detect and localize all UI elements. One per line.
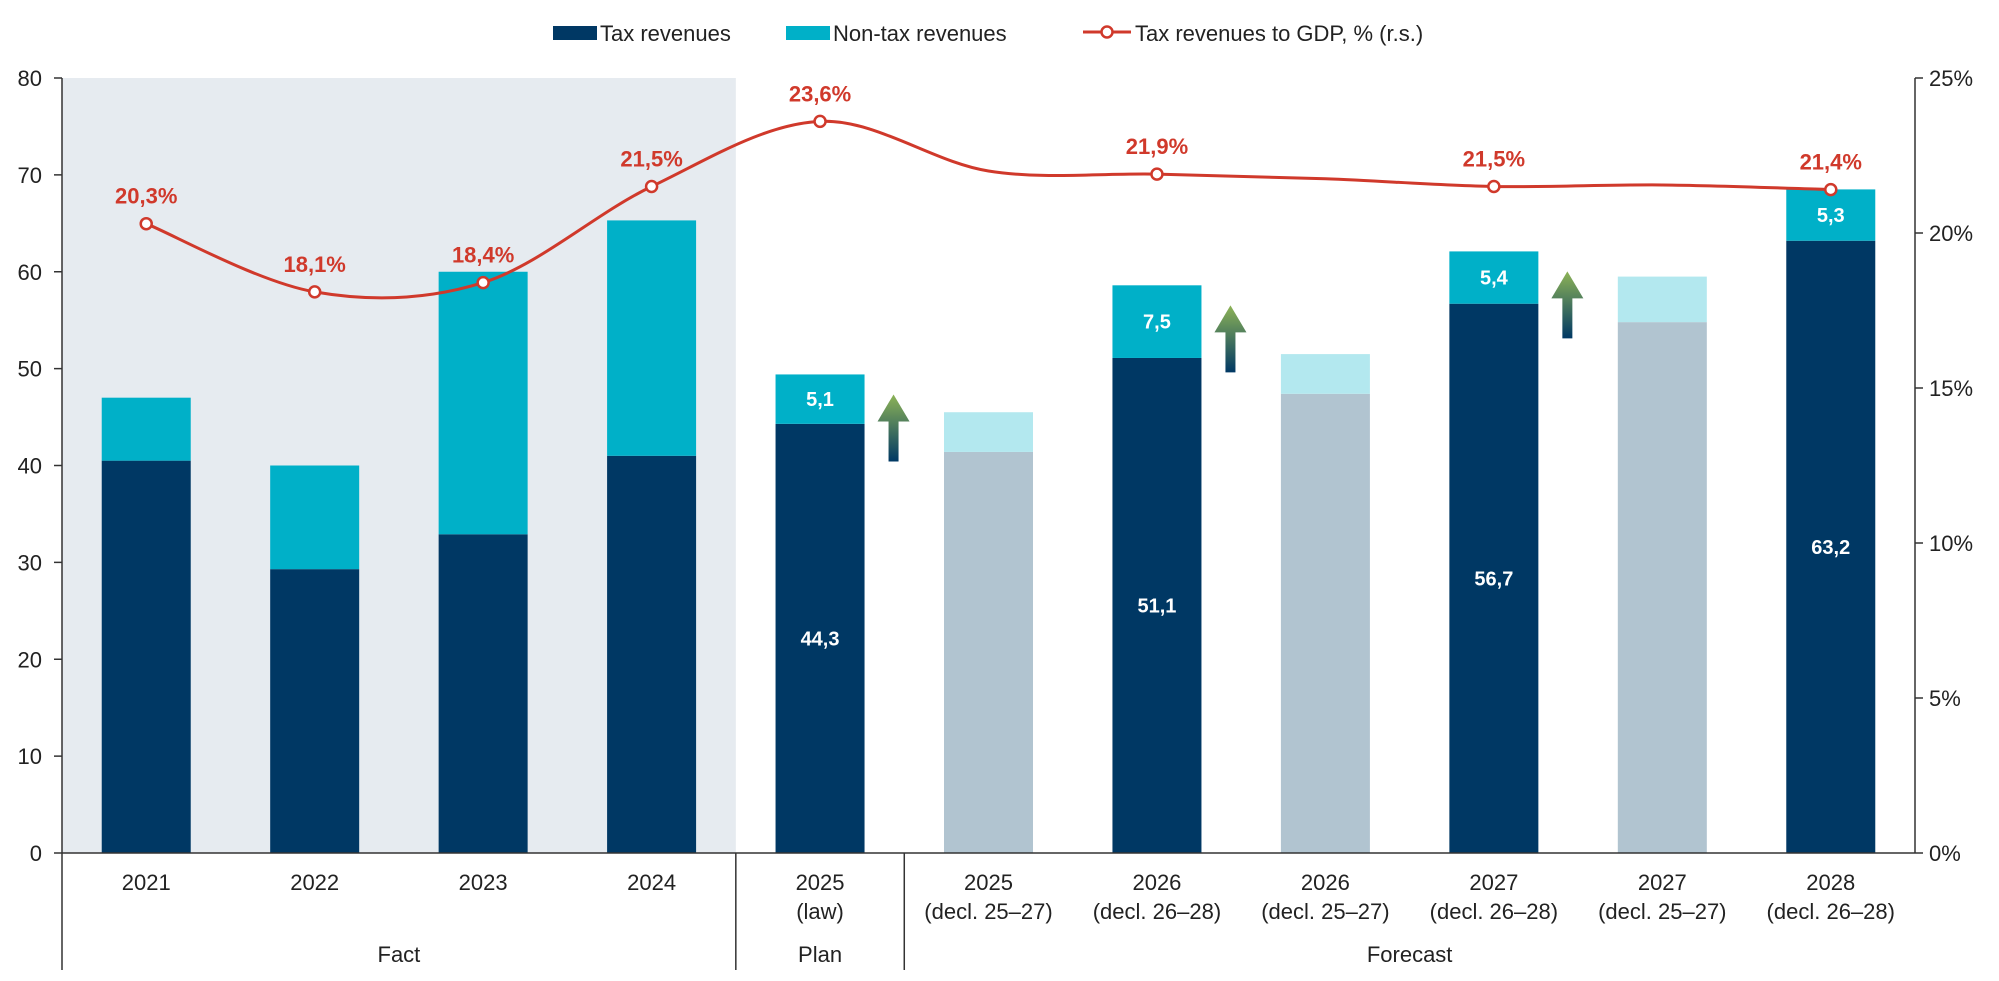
bar-nontax-4 [775, 374, 865, 424]
ratio-line [139, 114, 1838, 300]
ratio-label-4: 23,6% [789, 81, 851, 106]
category-label-sub: (decl. 26–28) [1767, 899, 1895, 924]
bar-tax-8 [1449, 303, 1539, 853]
up-arrow-icon [1214, 305, 1247, 373]
bar-label-nontax-6: 7,5 [1143, 312, 1171, 334]
ratio-point-8 [1487, 179, 1501, 194]
left-tick-label: 10 [18, 744, 42, 769]
left-tick-label: 30 [18, 550, 42, 575]
axes: 0 10 20 30 40 50 60 70 80 0% 5% 10% 15% 20% 25% 2021 202… [18, 66, 1973, 970]
bar-tax-9 [1617, 322, 1707, 853]
ratio-point-1 [307, 285, 322, 299]
bar-tax-0 [101, 460, 191, 853]
bar-tax-1 [270, 569, 360, 853]
ratio-label-3: 21,5% [620, 147, 682, 172]
left-tick-label: 50 [18, 357, 42, 382]
bar-tax-3 [607, 455, 697, 853]
up-arrow-icon [877, 394, 910, 462]
category-label-year: 2027 [1469, 870, 1518, 895]
category-label-sub: (decl. 25–27) [924, 899, 1052, 924]
ratio-label-2: 18,4% [452, 243, 514, 268]
right-tick-label: 15% [1929, 376, 1973, 401]
left-tick-label: 40 [18, 454, 42, 479]
bar-nontax-0 [101, 397, 191, 461]
bar-label-tax-6: 51,1 [1137, 595, 1176, 617]
bar-nontax-2 [438, 271, 528, 535]
bar-label-nontax-8: 5,4 [1480, 268, 1509, 290]
ratio-point-10 [1824, 182, 1838, 197]
ratio-line-path [145, 119, 1831, 300]
category-label-year: 2025 [964, 870, 1013, 895]
right-tick-label: 0% [1929, 841, 1961, 866]
bar-tax-6 [1112, 357, 1202, 853]
legend-label-2: Tax revenues to GDP, % (r.s.) [1135, 21, 1423, 46]
category-label-sub: (law) [796, 899, 844, 924]
bar-tax-7 [1280, 393, 1370, 853]
category-label-sub: (decl. 26–28) [1093, 899, 1221, 924]
bar-tax-4 [775, 423, 865, 853]
right-tick-label: 25% [1929, 66, 1973, 91]
category-label-year: 2023 [459, 870, 508, 895]
ratio-label-0: 20,3% [115, 184, 177, 209]
bar-nontax-7 [1280, 354, 1370, 394]
category-label-year: 2025 [796, 870, 845, 895]
group-label-plan: Plan [798, 942, 842, 967]
bar-label-nontax-10: 5,3 [1817, 205, 1845, 227]
legend-swatch-0 [553, 26, 597, 40]
bar-nontax-1 [270, 465, 360, 570]
group-label-fact: Fact [378, 942, 421, 967]
right-tick-label: 5% [1929, 686, 1961, 711]
category-label-sub: (decl. 25–27) [1261, 899, 1389, 924]
category-label-year: 2021 [122, 870, 171, 895]
left-tick-label: 80 [18, 66, 42, 91]
ratio-point-2 [476, 275, 490, 290]
ratio-point-6 [1150, 167, 1164, 181]
bar-label-tax-10: 63,2 [1811, 537, 1850, 559]
bar-label-tax-4: 44,3 [801, 628, 840, 650]
bar-label-tax-8: 56,7 [1474, 568, 1513, 590]
ratio-point-3 [644, 179, 659, 194]
bar-label-nontax-4: 5,1 [806, 389, 834, 411]
left-tick-label: 20 [18, 647, 42, 672]
legend-line-marker [1100, 25, 1114, 39]
category-label-year: 2026 [1132, 870, 1181, 895]
bar-nontax-6 [1112, 285, 1202, 358]
category-label-year: 2022 [290, 870, 339, 895]
left-tick-label: 60 [18, 260, 42, 285]
ratio-label-10: 21,4% [1800, 150, 1862, 175]
category-label-year: 2027 [1638, 870, 1687, 895]
legend-label-1: Non-tax revenues [833, 21, 1007, 46]
ratio-label-8: 21,5% [1463, 147, 1525, 172]
ratio-point-0 [139, 216, 153, 231]
bar-tax-2 [438, 534, 528, 853]
right-tick-label: 10% [1929, 531, 1973, 556]
category-label-year: 2024 [627, 870, 676, 895]
bar-nontax-8 [1449, 251, 1539, 304]
ratio-point-4 [813, 114, 827, 129]
bar-nontax-10 [1786, 189, 1876, 241]
bar-tax-5 [944, 451, 1033, 853]
bar-tax-10 [1786, 240, 1876, 853]
up-arrow-icon [1551, 271, 1584, 339]
bar-nontax-9 [1617, 276, 1707, 323]
right-tick-label: 20% [1929, 221, 1973, 246]
bars [101, 189, 1876, 853]
ratio-label-6: 21,9% [1126, 134, 1188, 159]
data-labels: 44,3 5,1 51,1 7,5 56,7 5,4 63,2 5,3 20,3% 18,1% 18… [115, 81, 1862, 650]
left-tick-label: 70 [18, 163, 42, 188]
category-label-year: 2028 [1806, 870, 1855, 895]
bar-nontax-5 [944, 412, 1033, 452]
left-tick-label: 0 [30, 841, 42, 866]
legend-swatch-1 [786, 26, 830, 40]
ratio-label-1: 18,1% [283, 252, 345, 277]
category-label-sub: (decl. 25–27) [1598, 899, 1726, 924]
bar-nontax-3 [607, 220, 697, 456]
category-label-sub: (decl. 26–28) [1430, 899, 1558, 924]
legend: Tax revenues Non-tax revenues Tax revenues… [553, 21, 1423, 46]
group-label-forecast: Forecast [1367, 942, 1453, 967]
category-label-year: 2026 [1301, 870, 1350, 895]
legend-label-0: Tax revenues [600, 21, 731, 46]
